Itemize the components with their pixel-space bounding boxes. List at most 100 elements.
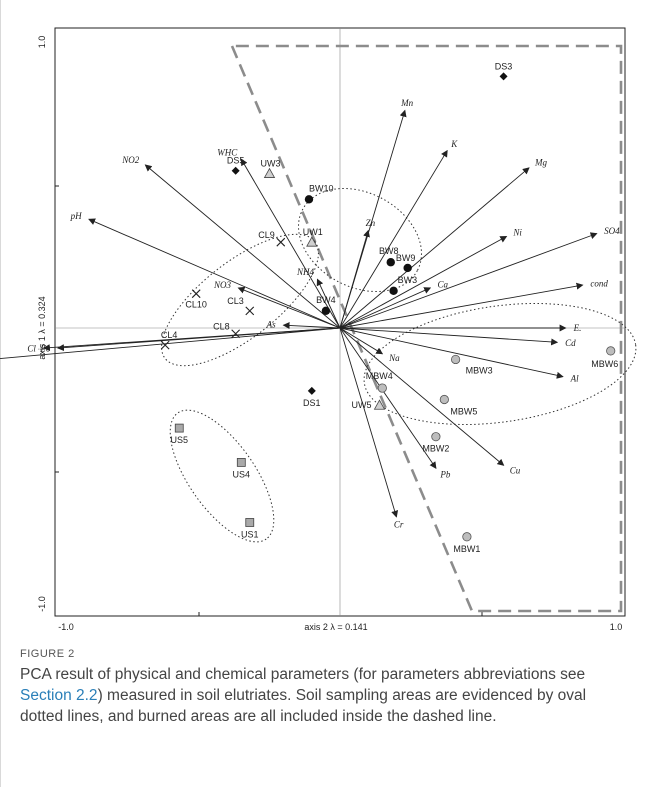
ellipse-mbw [363, 302, 637, 426]
vector-cond [339, 282, 584, 329]
sample-label-mbw3: MBW3 [466, 365, 493, 375]
sample-label-bw8: BW8 [379, 246, 399, 256]
sample-marker-uw1 [306, 236, 318, 247]
vector-k [339, 149, 448, 329]
sample-marker-us5 [174, 423, 184, 433]
sample-label-cl3: CL3 [227, 296, 244, 306]
sample-label-bw10: BW10 [309, 183, 334, 193]
x-tick-right: 1.0 [610, 622, 623, 632]
sample-marker-bw9 [403, 263, 412, 273]
vector-label-ph: pH [70, 211, 83, 221]
vector-label-mg: Mg [534, 158, 547, 168]
vector-so4 [339, 232, 598, 329]
vector-cl [42, 327, 341, 352]
sample-label-bw4: BW4 [316, 295, 336, 305]
sample-label-bw3: BW3 [398, 275, 418, 285]
vector-ni [339, 235, 508, 329]
vector-cd [339, 327, 559, 346]
vector-zn [339, 229, 370, 329]
sample-label-us1: US1 [241, 529, 259, 539]
vector-hco3 [0, 327, 341, 360]
caption-text-end: ) measured in soil elutriates. Soil samp… [20, 687, 587, 725]
loading-vectors: Mn K Mg Ni SO4 cond Ca Zn E. Cd Al Na Cu Pb Cr As NH4 NO3… [0, 98, 620, 529]
vector-no2 [144, 164, 341, 329]
ellipse-us [169, 409, 275, 543]
x-axis-label: axis 2 λ = 0.141 [304, 622, 367, 632]
sample-marker-bw8 [386, 258, 395, 267]
vector-label-nh4: NH4 [296, 267, 315, 277]
sample-label-uw1: UW1 [303, 227, 323, 237]
y-axis-label: axis 1 λ = 0.324 [37, 296, 47, 359]
sample-marker-uw5 [373, 399, 386, 410]
figure-caption: FIGURE 2 PCA result of physical and chem… [20, 648, 630, 727]
ellipse-bw [298, 187, 422, 293]
sample-label-cl8: CL8 [213, 322, 230, 332]
vector-pb [339, 327, 437, 469]
vector-label-no3: NO3 [213, 280, 232, 290]
sample-marker-us1 [245, 518, 255, 527]
vector-label-cond: cond [590, 279, 608, 289]
sample-marker-ds1 [307, 386, 316, 395]
vector-label-k: K [450, 139, 458, 149]
sample-label-us5: US5 [171, 435, 189, 445]
sample-label-cl10: CL10 [185, 300, 207, 310]
vector-mg [339, 167, 530, 329]
vector-ph [88, 218, 341, 329]
burned-area-boundary [230, 44, 623, 613]
sample-label-mbw1: MBW1 [453, 544, 480, 554]
vector-ca [339, 287, 432, 329]
caption-text: PCA result of physical and chemical para… [20, 664, 630, 727]
x-tick-left: -1.0 [58, 622, 74, 632]
sample-label-ds1: DS1 [303, 398, 321, 408]
sample-label-mbw4: MBW4 [366, 371, 393, 381]
vector-label-no2: NO2 [121, 155, 140, 165]
sample-marker-ds3 [499, 72, 508, 81]
vector-label-zn: Zn [366, 218, 376, 228]
sample-marker-cl10 [191, 289, 201, 299]
sample-label-us4: US4 [233, 469, 251, 479]
sample-label-uw3: UW3 [261, 159, 281, 169]
vector-cu [339, 327, 505, 466]
vector-label-cr: Cr [394, 519, 404, 529]
sample-label-ds5: DS5 [227, 156, 245, 166]
vector-label-ca: Ca [438, 280, 449, 290]
sample-marker-cl4 [160, 340, 170, 350]
sample-label-mbw2: MBW2 [422, 444, 449, 454]
vector-label-cu: Cu [510, 465, 521, 475]
sample-label-cl9: CL9 [258, 230, 275, 240]
vector-nh4 [316, 278, 341, 329]
sample-label-ds3: DS3 [495, 61, 513, 71]
axis-ticks [55, 185, 483, 616]
vector-as [282, 321, 341, 329]
pca-biplot: Mn K Mg Ni SO4 cond Ca Zn E. Cd Al Na Cu Pb Cr As NH4 NO3… [0, 27, 637, 632]
vector-label-whc: WHC [217, 147, 238, 157]
sample-marker-cl8 [231, 329, 241, 339]
vector-label-cl: Cl [27, 344, 36, 354]
sample-label-cl4: CL4 [161, 330, 178, 340]
sampling-area-ellipses [161, 187, 637, 543]
page-margin-rule [0, 0, 1, 787]
sample-marker-bw4 [321, 306, 331, 316]
sample-marker-mbw1 [462, 532, 472, 542]
ellipse-cl [161, 233, 319, 367]
vector-label-pb: Pb [439, 470, 450, 480]
vector-no3 [237, 286, 341, 329]
vector-label-na: Na [388, 353, 400, 363]
vector-label-e-: E. [573, 323, 582, 333]
vector-cr [339, 327, 399, 518]
sample-marker-ds5 [231, 166, 240, 175]
vector-whc [240, 158, 341, 329]
figure-label: FIGURE 2 [20, 648, 75, 660]
vector-label-ni: Ni [512, 228, 522, 238]
vector-na [339, 327, 384, 355]
sample-marker-us4 [236, 458, 246, 467]
sample-marker-mbw5 [439, 394, 449, 405]
vector-label-mn: Mn [400, 98, 413, 108]
section-link[interactable]: Section 2.2 [20, 687, 98, 704]
vector-label-as: As [266, 320, 276, 330]
sample-marker-mbw3 [451, 354, 461, 365]
vector-al [339, 327, 564, 379]
sample-marker-bw3 [389, 286, 398, 296]
